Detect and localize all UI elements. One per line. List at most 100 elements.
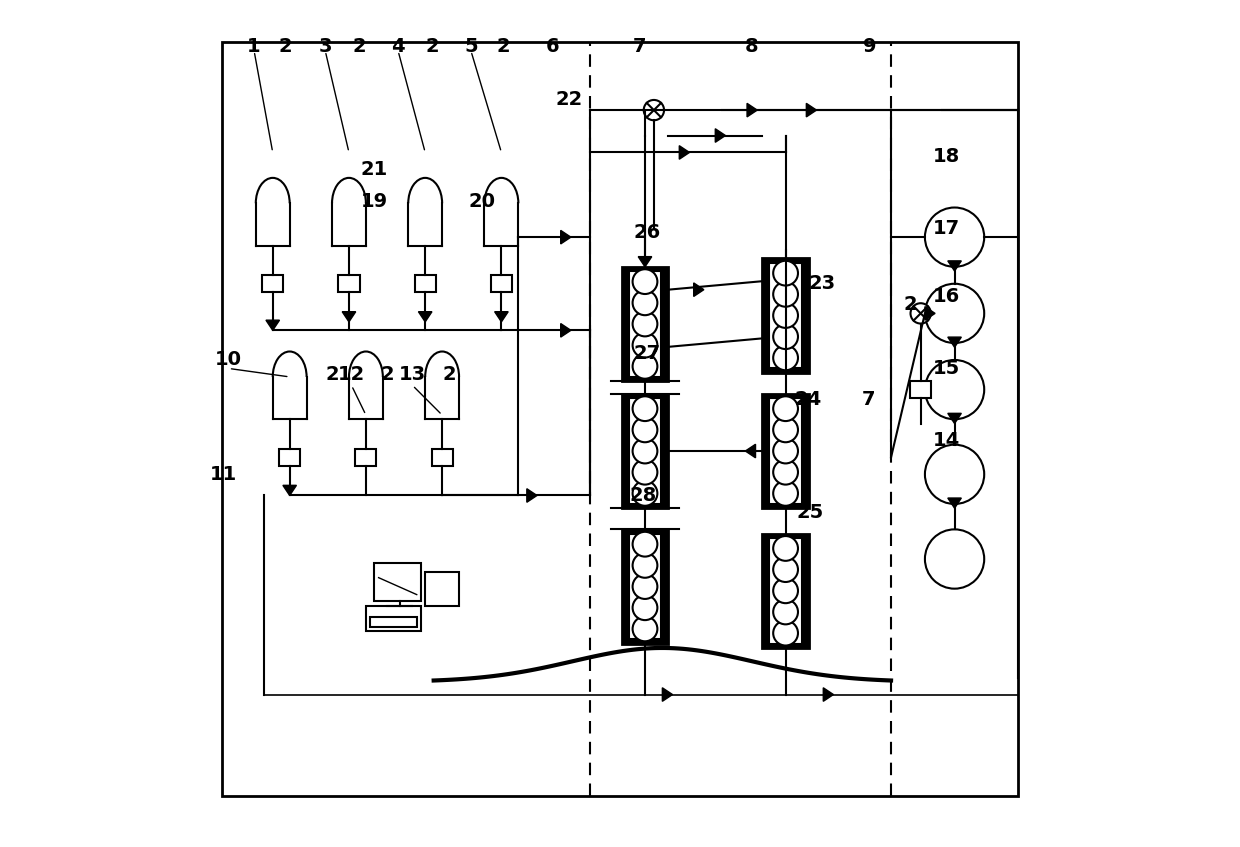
Circle shape [632,439,657,463]
Polygon shape [947,337,961,347]
Text: 1: 1 [247,37,260,56]
Text: 4: 4 [392,37,405,56]
Circle shape [644,100,665,120]
Polygon shape [283,485,296,495]
Circle shape [774,557,799,582]
Text: 21: 21 [361,160,388,179]
Bar [356,449,377,466]
Circle shape [925,284,985,343]
Bar [629,271,661,377]
Circle shape [774,621,799,645]
Circle shape [632,595,657,620]
Circle shape [774,579,799,603]
Text: 2: 2 [352,37,366,56]
Text: 16: 16 [932,287,960,306]
Circle shape [632,354,657,379]
Polygon shape [342,312,356,322]
Circle shape [774,324,799,349]
Bar [763,534,808,648]
Text: 2: 2 [325,365,339,384]
Bar [491,275,512,292]
Polygon shape [746,103,758,117]
Circle shape [632,418,657,442]
Text: 17: 17 [932,219,960,238]
Text: 6: 6 [546,37,559,56]
Text: 7: 7 [862,390,875,409]
Text: 2: 2 [381,365,394,384]
Bar [621,267,668,381]
Text: 13: 13 [399,365,427,384]
Text: 8: 8 [744,37,758,56]
Circle shape [632,460,657,484]
Circle shape [774,600,799,624]
Circle shape [774,346,799,370]
Circle shape [774,418,799,442]
Bar [366,606,420,631]
Circle shape [925,445,985,504]
Circle shape [774,282,799,307]
Text: 2: 2 [904,296,918,314]
Bar [769,263,802,368]
Circle shape [632,269,657,294]
Circle shape [632,481,657,506]
Bar [910,381,931,398]
Polygon shape [925,307,935,320]
Polygon shape [495,312,508,322]
Bar [414,275,435,292]
Polygon shape [662,688,672,701]
Text: 2: 2 [443,365,456,384]
Text: 25: 25 [796,503,823,522]
Polygon shape [680,146,689,159]
Text: 28: 28 [629,486,656,505]
Bar [621,394,668,508]
Circle shape [632,291,657,315]
Bar [621,529,668,644]
Text: 27: 27 [634,344,661,363]
Text: 15: 15 [932,359,960,378]
Polygon shape [947,498,961,508]
Text: 2: 2 [425,37,439,56]
Polygon shape [560,324,570,337]
Polygon shape [560,230,570,244]
Polygon shape [693,283,704,296]
Bar [370,617,417,627]
Polygon shape [527,489,537,502]
Polygon shape [806,103,816,117]
Polygon shape [265,320,279,330]
Bar [629,534,661,639]
Circle shape [774,396,799,421]
Text: 2: 2 [279,37,293,56]
Circle shape [774,303,799,328]
Polygon shape [947,413,961,424]
Text: 12: 12 [337,365,365,384]
Bar [769,398,802,504]
Text: 24: 24 [795,390,822,409]
Bar [432,449,453,466]
Text: 18: 18 [932,147,960,166]
Circle shape [774,536,799,561]
Circle shape [925,529,985,589]
Circle shape [632,333,657,357]
Text: 9: 9 [863,37,877,56]
Text: 23: 23 [808,274,836,293]
Bar [763,394,808,508]
Circle shape [632,312,657,336]
Bar [425,572,459,606]
Polygon shape [823,688,833,701]
Text: 5: 5 [464,37,477,56]
Circle shape [774,439,799,463]
Circle shape [632,532,657,556]
Bar [339,275,360,292]
Circle shape [774,261,799,285]
Bar [763,258,808,373]
Circle shape [910,303,931,324]
Bar [374,563,420,601]
Polygon shape [715,129,725,142]
Circle shape [632,574,657,599]
Polygon shape [639,257,652,267]
Polygon shape [418,312,432,322]
Circle shape [774,460,799,484]
Polygon shape [745,444,755,457]
Bar [262,275,283,292]
Circle shape [774,481,799,506]
